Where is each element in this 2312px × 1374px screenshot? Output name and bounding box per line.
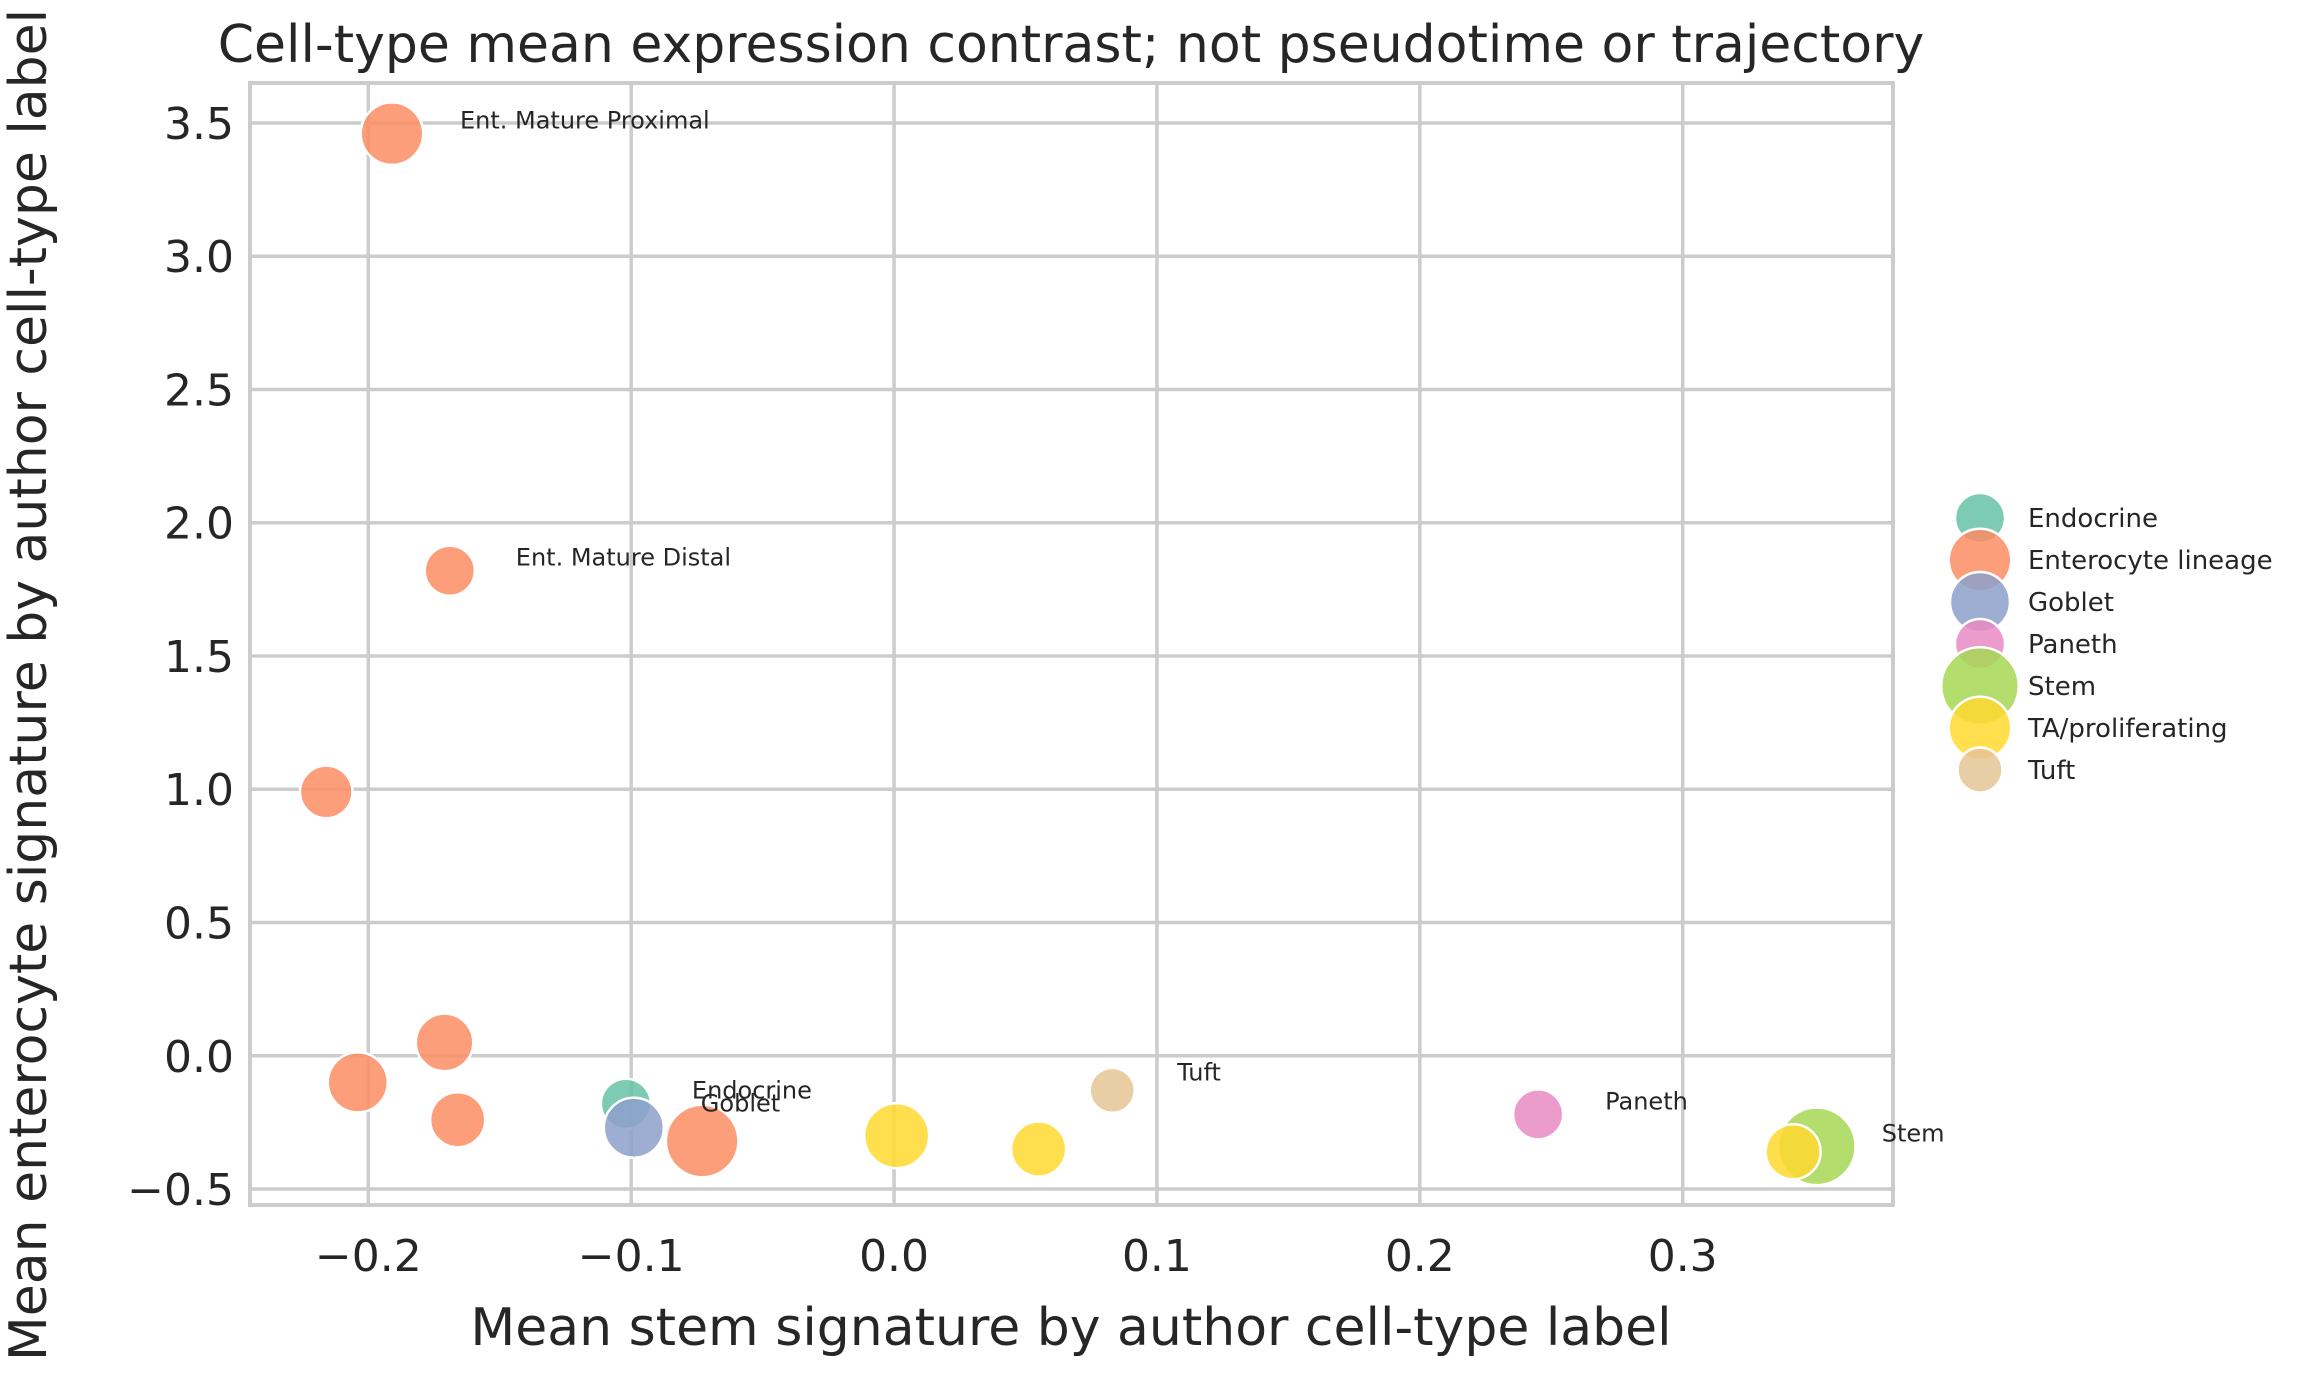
x-tick-label: 0.2 <box>1385 1231 1455 1282</box>
data-point <box>602 1096 666 1159</box>
point-annotation: Ent. Mature Distal <box>516 544 731 572</box>
x-tick-label: 0.3 <box>1648 1231 1718 1282</box>
y-tick-label: 3.0 <box>164 232 234 283</box>
x-tick-label: 0.0 <box>859 1231 929 1282</box>
y-tick-label: 1.5 <box>164 632 234 683</box>
legend-label: TA/proliferating <box>2027 714 2228 744</box>
point-annotation: Stem <box>1882 1119 1945 1147</box>
legend-marker <box>1956 746 2004 794</box>
plot-frame <box>248 81 1895 1207</box>
legend: Endocrine Enterocyte lineage Goblet Paneth S… <box>1940 491 2273 794</box>
data-point <box>423 544 477 597</box>
point-annotation: Goblet <box>701 1090 780 1118</box>
y-tick-label: 0.5 <box>164 899 234 950</box>
data-point <box>428 1090 487 1149</box>
x-tick-label: −0.1 <box>578 1231 685 1282</box>
legend-label: Endocrine <box>2028 504 2158 534</box>
legend-label: Goblet <box>2028 588 2114 618</box>
point-annotations: Ent. Mature Proximal Ent. Mature Distal En… <box>460 107 1945 1148</box>
data-point <box>1088 1066 1136 1115</box>
data-point <box>664 1103 740 1179</box>
data-point <box>326 1051 390 1114</box>
point-annotation: Paneth <box>1605 1087 1688 1115</box>
legend-label: Paneth <box>2028 630 2118 660</box>
x-tick-label: −0.2 <box>315 1231 422 1282</box>
data-point <box>1511 1088 1565 1141</box>
y-tick-label: 1.0 <box>164 765 234 816</box>
y-axis-label: Mean enterocyte signature by author cell… <box>0 9 59 1361</box>
y-tick-label: 3.5 <box>164 99 234 150</box>
data-points <box>298 101 1857 1187</box>
data-point <box>1009 1120 1068 1178</box>
data-point <box>414 1012 475 1073</box>
x-tick-label: 0.1 <box>1122 1231 1192 1282</box>
legend-label: Enterocyte lineage <box>2028 546 2273 576</box>
point-annotation: Ent. Mature Proximal <box>460 107 710 135</box>
point-annotation: Endocrine <box>692 1077 812 1105</box>
x-tick-labels: −0.2 −0.1 0.0 0.1 0.2 0.3 <box>315 1231 1718 1282</box>
y-tick-label: −0.5 <box>127 1165 234 1216</box>
x-axis-label: Mean stem signature by author cell-type … <box>470 1298 1671 1358</box>
legend-label: Tuft <box>2027 756 2075 786</box>
data-point <box>1764 1122 1822 1181</box>
y-tick-labels: −0.5 0.0 0.5 1.0 1.5 2.0 2.5 3.0 3.5 <box>127 99 234 1216</box>
legend-label: Stem <box>2028 672 2096 702</box>
point-annotation: Tuft <box>1176 1058 1221 1086</box>
chart-title: Cell-type mean expression contrast; not … <box>218 15 1925 75</box>
y-tick-label: 2.5 <box>164 365 234 416</box>
data-point <box>298 764 354 820</box>
data-point <box>359 101 425 167</box>
data-point <box>862 1101 931 1170</box>
y-tick-label: 2.0 <box>164 499 234 550</box>
y-tick-label: 0.0 <box>164 1032 234 1083</box>
grid-lines <box>250 83 1893 1205</box>
